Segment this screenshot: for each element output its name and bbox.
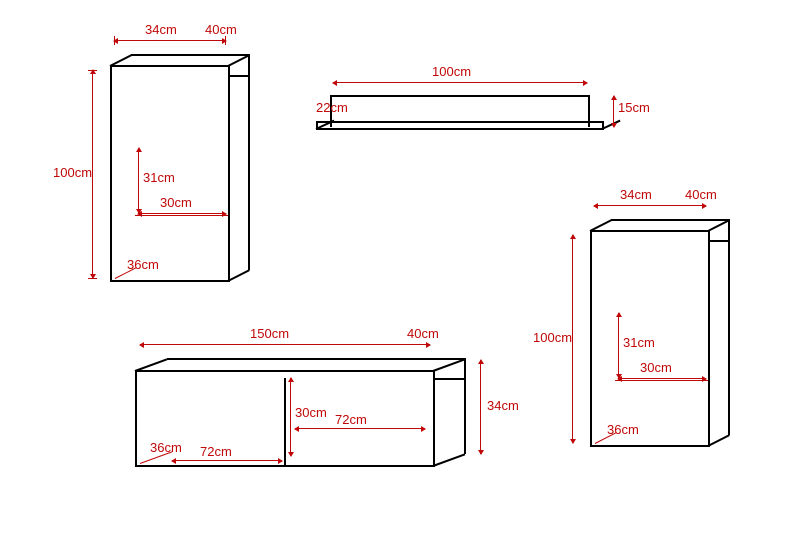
label: 40cm [685,187,717,202]
label: 40cm [205,22,237,37]
label: 100cm [533,330,572,345]
label: 34cm [487,398,519,413]
label: 30cm [640,360,672,375]
label: 36cm [150,440,182,455]
label: 22cm [316,100,348,115]
label: 100cm [53,165,92,180]
label: 31cm [623,335,655,350]
label: 30cm [160,195,192,210]
label: 31cm [143,170,175,185]
label: 30cm [295,405,327,420]
label: 100cm [432,64,471,79]
label: 72cm [200,444,232,459]
label: 72cm [335,412,367,427]
label: 36cm [607,422,639,437]
label: 150cm [250,326,289,341]
label: 34cm [620,187,652,202]
label: 15cm [618,100,650,115]
label: 36cm [127,257,159,272]
label: 34cm [145,22,177,37]
label: 40cm [407,326,439,341]
diagram-canvas: 34cm 40cm 100cm 31cm 30cm 36cm [0,0,800,533]
